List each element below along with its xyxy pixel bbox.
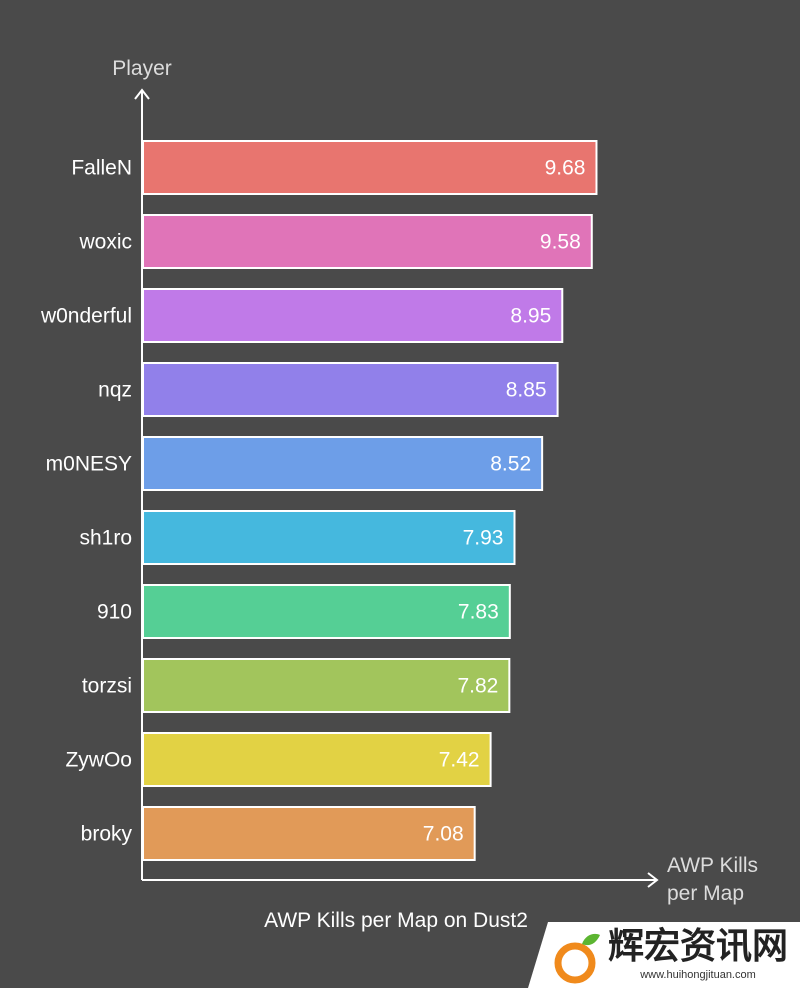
value-label-6: 7.83 [458, 601, 499, 624]
value-label-0: 9.68 [545, 157, 586, 180]
value-label-4: 8.52 [490, 453, 531, 476]
bar-2 [142, 288, 564, 343]
orange-logo-icon [554, 942, 596, 984]
category-label-7: torzsi [82, 675, 132, 698]
value-label-9: 7.08 [423, 823, 464, 846]
x-axis-label-line-1: AWP Kills [667, 854, 758, 877]
x-axis-arrow [647, 872, 659, 888]
y-axis-arrow [134, 88, 150, 100]
watermark-url: www.huihongjituan.com [639, 969, 756, 981]
chart-title: AWP Kills per Map on Dust2 [264, 909, 528, 932]
bar-1 [142, 214, 593, 269]
category-label-1: woxic [78, 231, 132, 254]
category-label-8: ZywOo [65, 749, 132, 772]
bar-8 [142, 732, 492, 787]
bar-6 [142, 584, 511, 639]
value-label-3: 8.85 [506, 379, 547, 402]
bars-group: 9.68 FalleN 9.58 woxic 8.95 w0nderful 8.85 nqz 8… [40, 140, 598, 861]
bar-3 [142, 362, 559, 417]
value-label-5: 7.93 [463, 527, 504, 550]
bar-0 [142, 140, 598, 195]
x-axis-label-line-2: per Map [667, 882, 744, 905]
category-label-3: nqz [98, 379, 132, 402]
watermark-text: 辉宏资讯网 [608, 926, 788, 967]
y-axis-label: Player [112, 57, 172, 80]
value-label-1: 9.58 [540, 231, 581, 254]
bar-9 [142, 806, 476, 861]
bar-7 [142, 658, 511, 713]
bar-5 [142, 510, 516, 565]
bar-4 [142, 436, 544, 491]
value-label-7: 7.82 [457, 675, 498, 698]
watermark: 辉宏资讯网 www.huihongjituan.com [528, 922, 800, 988]
value-label-8: 7.42 [439, 749, 480, 772]
category-label-5: sh1ro [79, 527, 132, 550]
category-label-0: FalleN [71, 157, 132, 180]
category-label-6: 910 [97, 601, 132, 624]
leaf-icon [582, 933, 600, 946]
category-label-9: broky [81, 823, 133, 846]
category-label-4: m0NESY [46, 453, 132, 476]
category-label-2: w0nderful [40, 305, 132, 328]
value-label-2: 8.95 [510, 305, 551, 328]
